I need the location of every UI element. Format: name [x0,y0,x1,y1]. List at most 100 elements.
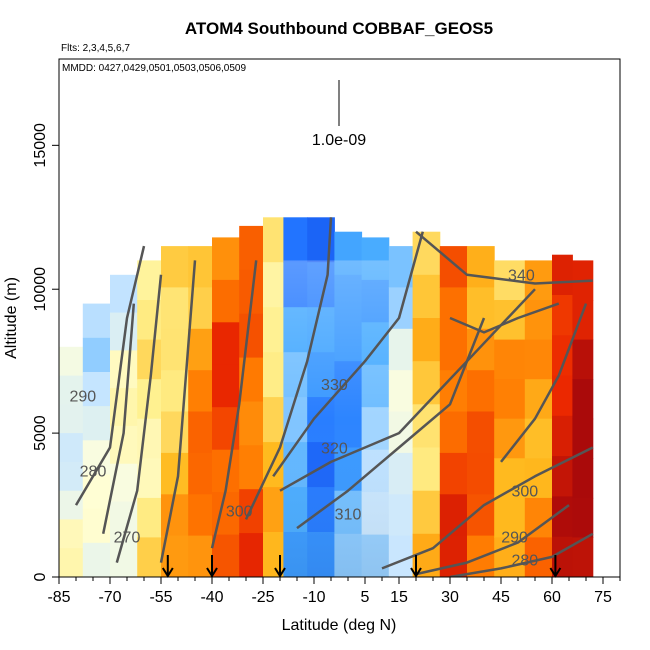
heat-column [388,246,414,577]
heat-cell [263,352,284,398]
x-tick-label: -40 [200,589,223,606]
heat-cell [552,335,573,377]
heat-cell [439,328,468,371]
heat-cell [263,262,284,308]
heat-cell [137,537,162,577]
heat-cell [59,346,84,377]
heat-cell [439,246,468,288]
heat-cell [59,490,84,520]
profile-marker-arrow [274,555,286,578]
x-axis-label: Latitude (deg N) [282,617,397,634]
profile-marker-arrow [161,555,174,578]
dates-label: MMDD: 0427,0429,0501,0503,0506,0509 [62,63,246,74]
x-tick-label: 5 [361,589,370,606]
contour-line [272,231,425,478]
heat-cell [82,303,111,339]
heat-cell [188,328,213,371]
heat-cell [467,370,495,413]
heat-cell [494,537,526,577]
heat-column [439,246,468,577]
heat-cell [263,307,284,353]
heat-cell [188,246,213,288]
heat-cell [239,445,264,490]
contour-line [415,504,570,576]
heat-cell [188,452,213,495]
contour-label: 280 [80,463,107,480]
contour-line [296,317,486,530]
heat-cell [161,411,189,454]
heat-column [137,260,162,577]
heat-cell [161,494,189,537]
contour-label: 340 [508,268,535,285]
contour-line [279,288,536,492]
heat-cell [467,246,495,288]
heat-cell [239,313,264,359]
flights-label: Flts: 2,3,4,5,6,7 [61,43,130,54]
profile-markers [161,555,562,578]
heat-cell [572,537,594,577]
heat-cell [82,406,111,441]
contour-line [381,446,594,570]
heat-cell [572,379,594,420]
x-tick-label: -70 [98,589,121,606]
heat-cell [388,370,414,413]
heat-cell [239,489,264,534]
heat-shading [283,260,389,577]
contour-label: 330 [321,377,348,394]
heat-cell [59,519,84,549]
heat-cell [161,287,189,330]
heat-cell [412,404,441,448]
contour-lines [74,217,594,577]
heat-cell [137,497,162,538]
heat-cell [239,533,264,577]
chart-title: ATOM4 Southbound COBBAF_GEOS5 [185,19,493,38]
heat-cell [161,246,189,288]
profile-marker-arrow [549,555,562,578]
x-tick-label: -10 [302,589,325,606]
heat-cell [439,411,468,454]
heat-cell [494,339,526,380]
contour-label: 280 [511,553,538,570]
scale-label: 1.0e-09 [312,132,366,149]
heat-cell [494,497,526,538]
contour-line [210,260,258,549]
heat-cell [263,217,284,263]
heat-cell [212,364,240,408]
x-tick-label: -85 [47,589,70,606]
contour-labels: 270 280 290 300 310 320 330 340 300 290 280 [69,268,538,570]
profile-marker-arrow [206,555,218,578]
contour-label: 310 [335,506,362,523]
heat-column [161,246,189,577]
heat-cell [188,494,213,537]
heat-cell [82,372,111,407]
x-tick-label: 60 [543,589,561,606]
heat-cell [263,442,284,488]
heat-column [412,231,441,577]
y-tick-label: 15000 [32,123,49,168]
heat-cell [161,328,189,371]
heat-cell [552,254,573,296]
heat-cell [388,535,414,577]
contour-label: 320 [321,440,348,457]
contour-label: 300 [511,483,538,500]
heat-cell [239,401,264,446]
heat-cell [467,411,495,454]
heat-cell [137,260,162,301]
heat-column [572,260,594,577]
contour-label: 270 [114,530,141,547]
x-tick-label: 15 [390,589,408,606]
heat-cell [82,474,111,510]
heat-cell [412,274,441,319]
heat-cell [188,411,213,454]
scale-indicator: 1.0e-09 [312,80,366,149]
heat-cell [59,375,84,405]
x-axis: -85 -70 -55 -40 -25 -10 5 15 30 45 60 75 [47,577,621,606]
contour-line [244,217,333,520]
contour-line [115,274,163,563]
heat-cell [110,539,138,577]
contour-label: 290 [501,530,528,547]
heat-cell [263,487,284,533]
heat-cell [59,548,84,577]
x-tick-label: 75 [594,589,612,606]
